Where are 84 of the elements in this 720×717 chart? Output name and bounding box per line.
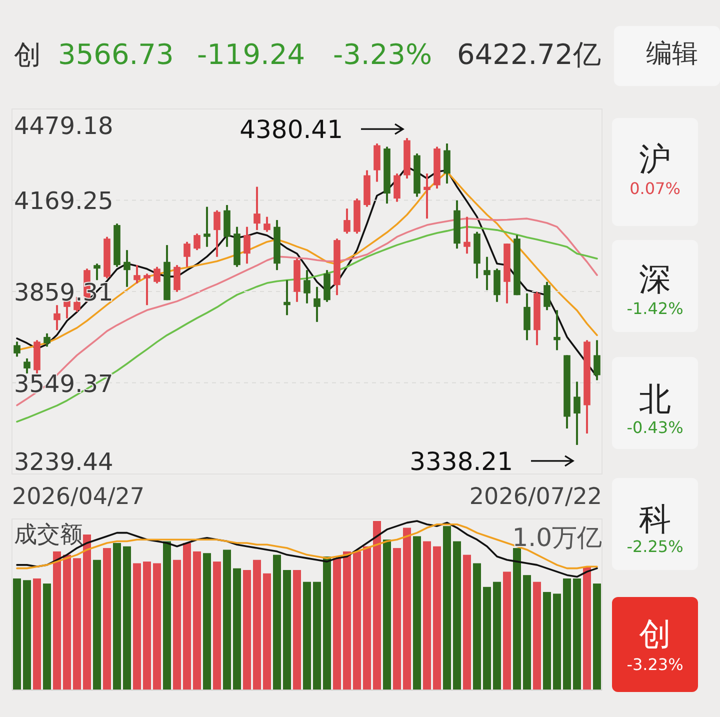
bar — [533, 582, 541, 690]
bar — [313, 582, 321, 690]
annotation: 成交额 — [14, 522, 83, 548]
bar — [63, 554, 71, 690]
bar — [573, 578, 581, 690]
bar — [323, 556, 331, 690]
y-tick-label: 4169.25 — [14, 187, 114, 216]
bar — [253, 560, 261, 690]
bar — [153, 563, 161, 690]
text: 0.07% — [630, 179, 680, 198]
bar — [503, 572, 511, 690]
bar — [433, 546, 441, 690]
bar — [383, 540, 391, 690]
bar — [23, 580, 31, 690]
bar — [583, 566, 591, 690]
bar — [513, 548, 521, 690]
y-tick-label: 3239.44 — [14, 448, 114, 476]
bar — [143, 562, 151, 690]
bar — [113, 542, 121, 690]
bar — [123, 546, 131, 690]
text: 科 — [639, 500, 671, 538]
bar — [363, 546, 371, 690]
text: 沪 — [639, 140, 671, 178]
bar — [553, 594, 561, 690]
bar — [563, 578, 571, 690]
text: 编辑 — [646, 39, 698, 69]
bar — [473, 563, 481, 690]
bar — [203, 553, 211, 690]
bar — [543, 592, 551, 690]
bar — [523, 575, 531, 690]
text: -3.23% — [333, 38, 432, 71]
text: -3.23% — [626, 655, 684, 674]
text: 3566.73 — [58, 38, 174, 71]
text: -1.42% — [626, 299, 684, 318]
bar — [453, 541, 461, 690]
bar — [443, 526, 451, 690]
bar — [593, 584, 601, 690]
bar — [273, 554, 281, 690]
bar — [53, 551, 61, 690]
bar — [403, 528, 411, 690]
text: -0.43% — [626, 418, 684, 437]
bar — [303, 582, 311, 690]
bar — [373, 521, 381, 690]
text: 6422.72亿 — [457, 38, 601, 71]
y-tick-label: 4479.18 — [14, 112, 114, 140]
text: -119.24 — [197, 38, 306, 71]
annotation: 4380.41 — [240, 115, 343, 144]
bar — [283, 570, 291, 690]
text: 2026/04/27 — [12, 484, 145, 510]
text: 创 — [639, 615, 671, 653]
annotation: 3338.21 — [410, 446, 513, 476]
bar — [493, 582, 501, 690]
bar — [33, 578, 41, 690]
bar — [263, 573, 271, 690]
bar — [183, 542, 191, 690]
bar — [243, 570, 251, 690]
text: 北 — [639, 380, 671, 418]
bar — [13, 578, 21, 690]
bar — [233, 568, 241, 690]
bar — [83, 534, 91, 690]
bar — [483, 586, 491, 690]
bar — [133, 563, 141, 690]
bar — [103, 548, 111, 690]
bar — [293, 570, 301, 690]
bar — [193, 551, 201, 690]
bar — [223, 550, 231, 690]
bar — [163, 541, 171, 690]
bar — [393, 548, 401, 690]
annotation: 1.0万亿 — [512, 523, 602, 552]
bar — [413, 536, 421, 690]
text: 创 — [14, 40, 41, 71]
text: 深 — [639, 260, 671, 298]
bar — [213, 562, 221, 690]
bar — [423, 541, 431, 690]
bar — [43, 584, 51, 690]
bar — [333, 558, 341, 690]
bar — [93, 560, 101, 690]
bar — [73, 558, 81, 690]
bar — [343, 551, 351, 690]
text: -2.25% — [626, 537, 684, 556]
bar — [173, 560, 181, 690]
bar — [353, 551, 361, 690]
bar — [463, 554, 471, 690]
text: 2026/07/22 — [469, 484, 602, 510]
